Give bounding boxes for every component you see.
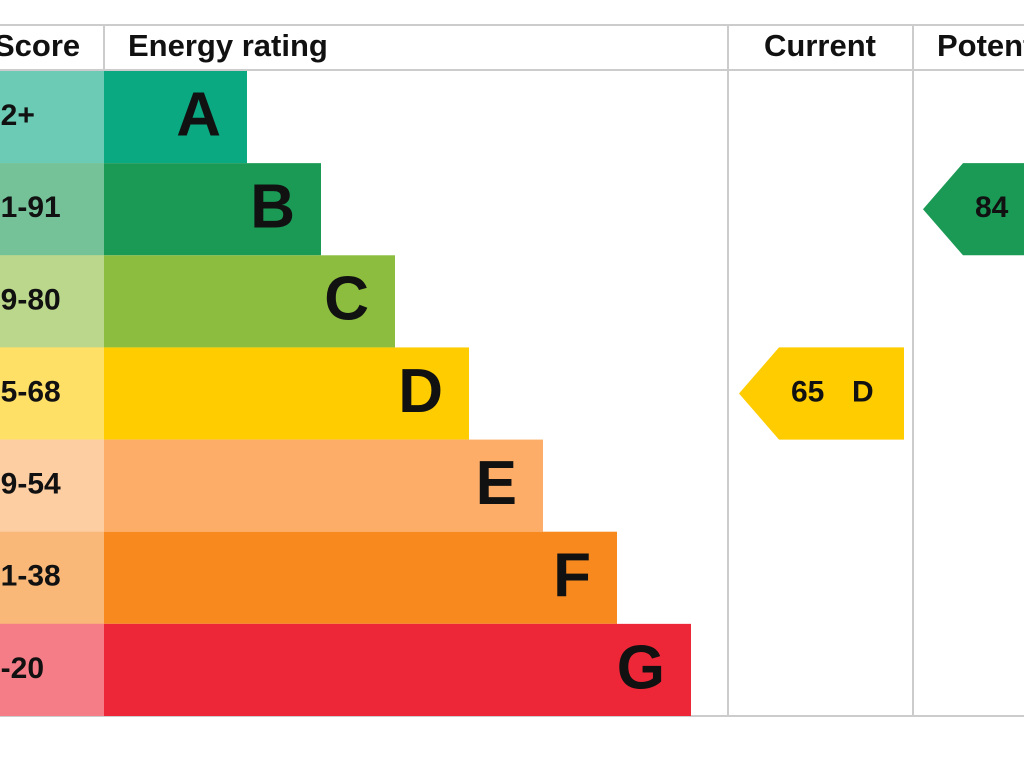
current-letter: D — [852, 375, 874, 408]
score-cell — [0, 623, 104, 716]
rating-bar — [104, 163, 321, 256]
rating-bar — [104, 255, 395, 348]
score-cell-tint — [0, 255, 104, 348]
potential-header: Potential — [937, 28, 1024, 63]
rating-bar — [104, 531, 617, 624]
score-range: 55-68 — [0, 375, 61, 408]
score-range: 21-38 — [0, 560, 61, 593]
current-arrow — [739, 347, 904, 440]
potential-value: 84 — [975, 191, 1009, 224]
rating-letter: G — [617, 633, 665, 702]
current-value: 65 — [791, 375, 824, 408]
rating-bar — [104, 347, 469, 440]
score-cell — [0, 531, 104, 624]
rating-letter: E — [476, 449, 517, 518]
score-cell — [0, 163, 104, 256]
score-range: 81-91 — [0, 191, 61, 224]
score-range: 92+ — [0, 99, 35, 132]
potential-arrow — [923, 163, 1024, 256]
score-cell-tint — [0, 439, 104, 532]
score-range: 1-20 — [0, 652, 44, 685]
score-cell — [0, 71, 104, 164]
score-cell-tint — [0, 531, 104, 624]
score-range: 69-80 — [0, 283, 61, 316]
rating-letter: A — [176, 80, 221, 149]
score-cell — [0, 347, 104, 440]
score-cell-tint — [0, 347, 104, 440]
score-cell — [0, 255, 104, 348]
rating-bar — [104, 439, 543, 532]
rating-letter: C — [324, 265, 369, 334]
score-cell-tint — [0, 623, 104, 716]
rating-letter: D — [398, 357, 443, 426]
rating-header: Energy rating — [128, 28, 328, 63]
rating-bar — [104, 623, 691, 716]
rating-bar — [104, 71, 247, 164]
score-cell — [0, 439, 104, 532]
score-range: 39-54 — [0, 468, 61, 501]
score-cell-tint — [0, 71, 104, 164]
score-header: Score — [0, 28, 80, 63]
rating-letter: B — [250, 173, 295, 242]
rating-letter: F — [553, 541, 591, 610]
score-cell-tint — [0, 163, 104, 256]
current-header: Current — [764, 28, 876, 63]
